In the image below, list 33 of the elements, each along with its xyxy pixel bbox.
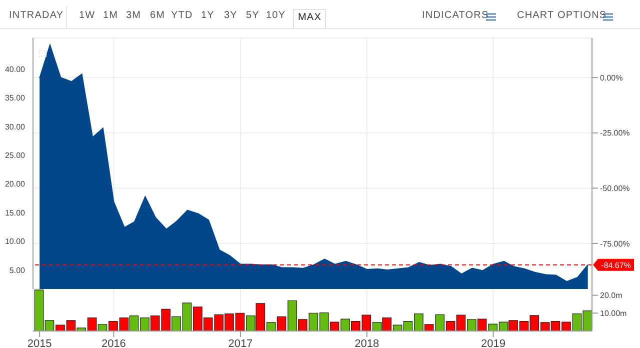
text: 10Y bbox=[266, 10, 286, 21]
y-tick-label: 25.00 bbox=[4, 151, 26, 160]
text: 1M bbox=[103, 10, 118, 21]
y-tick-label: 10.00m bbox=[600, 308, 628, 318]
text: YTD bbox=[171, 10, 193, 21]
y-tick-label: 15.00 bbox=[4, 208, 26, 218]
text: INDICATORS bbox=[422, 10, 489, 21]
y2-tick-label: -75.00% bbox=[600, 239, 630, 248]
text: CHART OPTIONS bbox=[517, 10, 607, 21]
text: INTRADAY bbox=[9, 10, 64, 21]
text: 3Y bbox=[224, 10, 238, 21]
x-tick-label: 2018 bbox=[354, 338, 380, 348]
y-tick-label: 20.00 bbox=[4, 180, 26, 189]
text: 6M bbox=[150, 10, 166, 21]
text: 1W bbox=[79, 10, 96, 21]
y-tick-label: 40.00 bbox=[4, 64, 26, 74]
x-tick-label: 2017 bbox=[228, 338, 253, 348]
ref-line-label: -84.67% bbox=[601, 260, 631, 270]
x-tick-label: 2016 bbox=[101, 338, 126, 348]
y-tick-label: 30.00 bbox=[4, 122, 26, 132]
y2-tick-label: -50.00% bbox=[600, 184, 630, 193]
x-tick-label: 2015 bbox=[27, 338, 52, 348]
x-tick-label: 2019 bbox=[481, 338, 506, 348]
y2-tick-label: -25.00% bbox=[600, 128, 630, 138]
y-tick-label: 20.0m bbox=[600, 291, 623, 300]
y-tick-label: 35.00 bbox=[4, 94, 26, 103]
text: 3M bbox=[126, 10, 142, 21]
text: 1Y bbox=[201, 10, 214, 21]
y-tick-label: 5.00 bbox=[9, 266, 26, 275]
y2-tick-label: 0.00% bbox=[600, 73, 623, 82]
text: 5Y bbox=[246, 10, 260, 21]
y-tick-label: 10.00 bbox=[4, 237, 26, 246]
text: MAX bbox=[293, 9, 326, 28]
